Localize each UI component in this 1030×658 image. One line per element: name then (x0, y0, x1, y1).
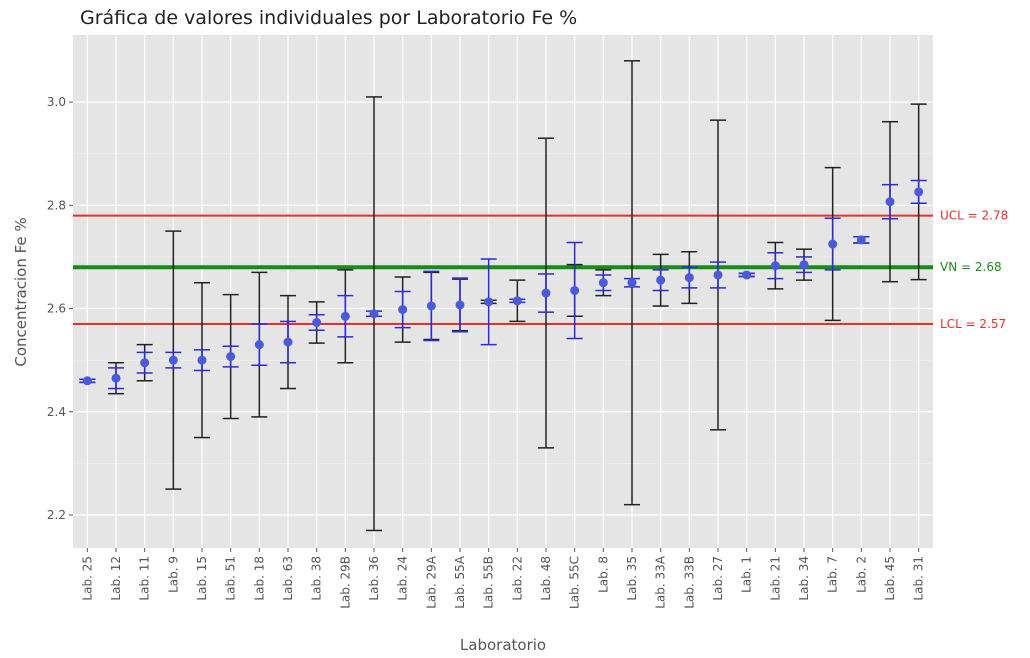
point (484, 297, 494, 307)
point (426, 301, 436, 311)
point (914, 187, 924, 197)
point (541, 288, 551, 298)
point (742, 270, 752, 280)
y-tick-label: 2.6 (47, 302, 66, 316)
x-tick-label: Lab. 55A (453, 555, 467, 609)
point (111, 373, 121, 383)
x-tick-label: Lab. 51 (224, 556, 238, 601)
x-tick-label: Lab. 27 (711, 556, 725, 601)
x-tick-label: Lab. 15 (195, 556, 209, 601)
x-tick-label: Lab. 2 (854, 556, 868, 593)
point (770, 261, 780, 271)
x-tick-label: Lab. 55C (568, 556, 582, 609)
point (713, 270, 723, 280)
point (455, 300, 465, 310)
point (627, 278, 637, 288)
x-tick-label: Lab. 29B (338, 556, 352, 609)
point (168, 355, 178, 365)
point (684, 273, 694, 283)
y-tick-label: 2.8 (47, 198, 66, 212)
x-tick-label: Lab. 34 (797, 556, 811, 601)
point (283, 337, 293, 347)
point (369, 309, 379, 319)
point (197, 355, 207, 365)
point (656, 275, 666, 285)
point (570, 285, 580, 295)
point (226, 352, 236, 362)
x-tick-label: Lab. 35 (625, 556, 639, 601)
x-tick-label: Lab. 38 (310, 556, 324, 601)
plot-background (73, 35, 933, 548)
point (799, 260, 809, 270)
reference-label: UCL = 2.78 (940, 209, 1008, 223)
reference-label: LCL = 2.57 (940, 317, 1006, 331)
y-tick-label: 3.0 (47, 95, 66, 109)
y-axis-title: Concentracion Fe % (12, 217, 30, 366)
reference-label: VN = 2.68 (940, 260, 1002, 274)
point (340, 311, 350, 321)
x-tick-label: Lab. 55B (482, 556, 496, 609)
point (398, 305, 408, 315)
x-tick-label: Lab. 9 (166, 556, 180, 593)
x-tick-label: Lab. 45 (883, 556, 897, 601)
x-tick-label: Lab. 12 (109, 556, 123, 601)
x-tick-label: Lab. 48 (539, 556, 553, 601)
point (885, 197, 895, 207)
chart-title: Gráfica de valores individuales por Labo… (80, 7, 577, 29)
x-tick-label: Lab. 33B (682, 556, 696, 609)
x-tick-label: Lab. 63 (281, 556, 295, 601)
x-tick-label: Lab. 11 (138, 556, 152, 601)
x-tick-label: Lab. 1 (740, 556, 754, 593)
x-tick-label: Lab. 18 (252, 556, 266, 601)
x-tick-label: Lab. 7 (826, 556, 840, 593)
x-tick-label: Lab. 29A (424, 555, 438, 609)
point (828, 239, 838, 249)
x-tick-label: Lab. 22 (510, 556, 524, 601)
point (312, 317, 322, 327)
point (82, 376, 92, 386)
x-tick-label: Lab. 31 (912, 556, 926, 601)
point (140, 358, 150, 368)
point (512, 296, 522, 306)
x-tick-label: Lab. 8 (596, 556, 610, 593)
x-tick-label: Lab. 21 (768, 556, 782, 601)
point (254, 340, 264, 350)
x-tick-label: Lab. 24 (396, 556, 410, 601)
point (598, 278, 608, 288)
point (856, 235, 866, 245)
x-tick-label: Lab. 33A (654, 555, 668, 609)
y-tick-label: 2.4 (47, 405, 66, 419)
y-tick-label: 2.2 (47, 508, 66, 522)
x-axis-title: Laboratorio (460, 636, 546, 654)
x-tick-label: Lab. 25 (80, 556, 94, 601)
x-tick-label: Lab. 36 (367, 556, 381, 601)
